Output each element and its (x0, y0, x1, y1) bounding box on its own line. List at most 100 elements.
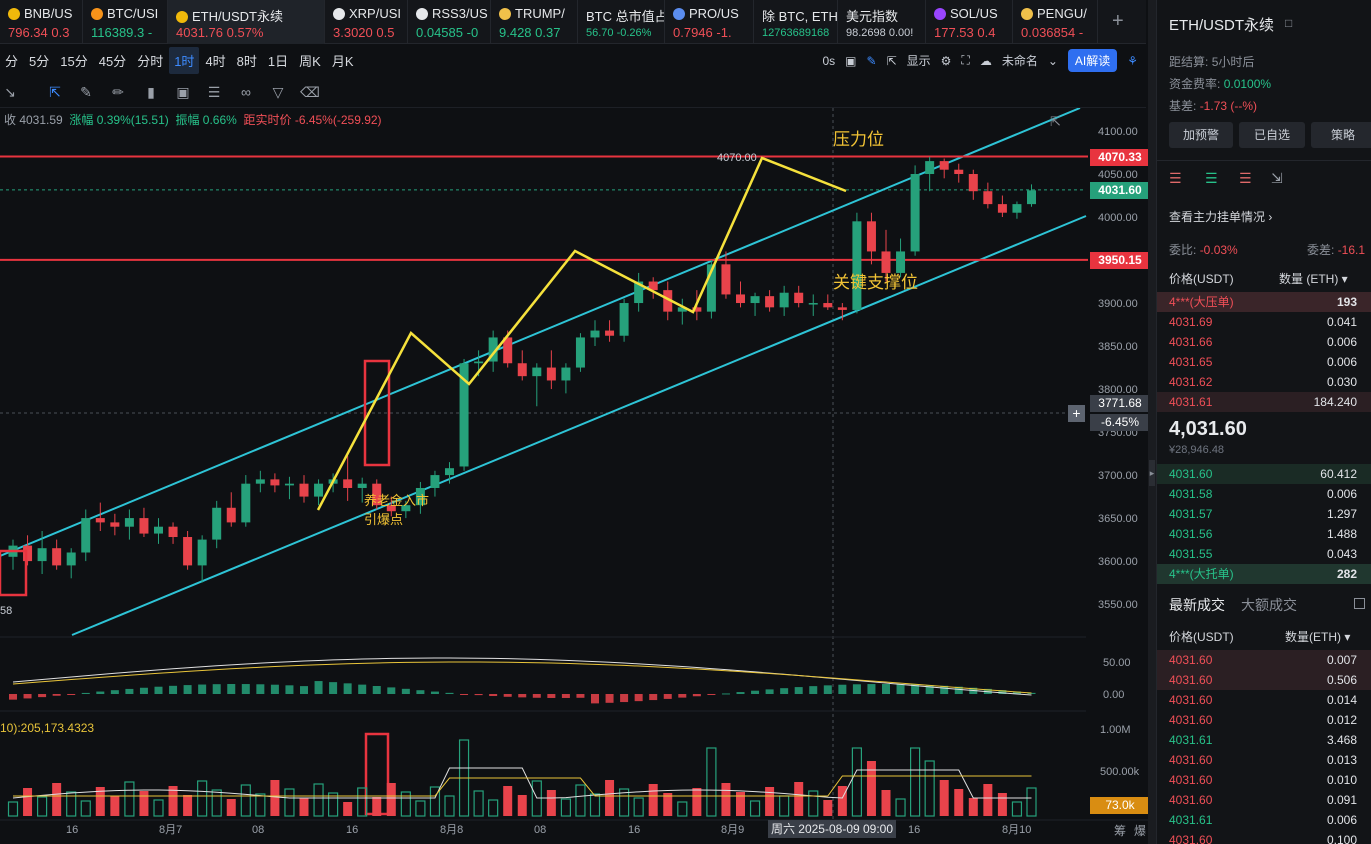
candle (939, 158, 949, 179)
collapse-icon[interactable]: ⇱ (1050, 114, 1061, 129)
ticker-tab[interactable]: SOL/US 177.53 0.4 (926, 0, 1013, 44)
ai-analysis-button[interactable]: AI解读 (1067, 49, 1118, 72)
camera-icon[interactable]: ▣ (845, 53, 857, 68)
trades-checkbox[interactable] (1354, 598, 1365, 609)
share-icon[interactable]: ⚘ (1127, 53, 1138, 68)
bid-row[interactable]: 4031.58 0.006 (1169, 487, 1357, 501)
trash-icon[interactable]: ⌫ (300, 84, 320, 100)
orderbook-bids-icon[interactable]: ☰ (1205, 170, 1218, 186)
ticker-tab[interactable]: 美元指数 98.2698 0.00! (838, 0, 926, 44)
ticker-tab[interactable]: BTC/USI 116389.3 - (83, 0, 168, 44)
pencil-icon[interactable]: ✎ (80, 84, 92, 100)
timeframe-5[interactable]: 1时 (169, 46, 200, 74)
candle (896, 238, 906, 278)
timeframe-0[interactable]: 分 (5, 53, 19, 69)
bid-row[interactable]: 4***(大托单) 282 (1157, 564, 1371, 584)
ticker-tab[interactable]: TRUMP/9.428 0.37 (491, 0, 578, 44)
chevron-down-icon[interactable]: ⌄ (1047, 53, 1058, 68)
ticker-tab[interactable]: BNB/US 796.34 0.3 (0, 0, 83, 44)
orderbook-both-icon[interactable]: ☰ (1169, 170, 1182, 186)
add-tab-button[interactable]: + (1112, 10, 1124, 32)
ask-row[interactable]: 4***(大压单) 193 (1157, 292, 1371, 312)
bezier-icon[interactable]: ∞ (241, 84, 251, 100)
ask-row[interactable]: 4031.62 0.030 (1169, 375, 1357, 389)
orderbook-asks-icon[interactable]: ☰ (1239, 170, 1252, 186)
timeframe-7[interactable]: 8时 (236, 53, 257, 69)
bid-row[interactable]: 4031.55 0.043 (1169, 547, 1357, 561)
lock-icon[interactable]: ▣ (176, 84, 190, 100)
bid-row[interactable]: 4031.60 60.412 (1157, 464, 1371, 484)
candle (110, 513, 120, 536)
bid-row[interactable]: 4031.57 1.297 (1169, 507, 1357, 521)
crosshair-price-tag: 3771.68 (1090, 395, 1150, 412)
tab-latest-trades[interactable]: 最新成交 (1169, 597, 1225, 613)
timeframe-6[interactable]: 4时 (205, 53, 226, 69)
add-alert-button[interactable]: 加预警 (1169, 122, 1233, 148)
pen-icon[interactable]: ✎ (866, 53, 877, 68)
candle (66, 548, 76, 579)
strategy-button[interactable]: 策略 (1311, 122, 1371, 148)
candle-tool-icon[interactable]: ▮ (147, 84, 155, 100)
coin-icon (416, 8, 428, 20)
chips-button[interactable]: 筹 (1114, 824, 1127, 838)
settings-gear-icon[interactable]: ⚙ (940, 53, 952, 68)
depth-link[interactable]: 查看主力挂单情况 › (1169, 210, 1273, 224)
candle (634, 272, 644, 312)
orderbook-depth-icon[interactable]: ⇲ (1271, 170, 1283, 186)
timeframe-10[interactable]: 月K (331, 53, 354, 69)
ob-col-qty[interactable]: 数量 (ETH) ▾ (1279, 272, 1348, 286)
layout-name[interactable]: 未命名 (1001, 54, 1038, 68)
fullscreen-icon[interactable]: ⛶ (961, 53, 970, 67)
ticker-tab[interactable]: XRP/USI 3.3020 0.5 (325, 0, 408, 44)
candle (23, 535, 33, 566)
display-button[interactable]: 显示 (906, 54, 931, 68)
ticker-tab[interactable]: PRO/US 0.7946 -1. (665, 0, 754, 44)
panel-splitter[interactable] (1148, 0, 1156, 844)
watchlist-button[interactable]: 已自选 (1239, 122, 1305, 148)
collapse-sidebar-icon[interactable]: ▸ (1149, 460, 1155, 486)
note-icon[interactable]: ☰ (207, 84, 221, 100)
price-chart[interactable]: 4100.004050.004000.003950.003900.003850.… (0, 108, 1156, 844)
timeframe-2[interactable]: 15分 (60, 53, 88, 69)
timeframe-4[interactable]: 分时 (137, 53, 164, 69)
ticker-tab[interactable]: RSS3/US 0.04585 -0 (408, 0, 491, 44)
magnet-icon[interactable]: ↘ (4, 84, 16, 100)
filter-icon[interactable]: ▽ (272, 84, 284, 100)
trade-col-qty[interactable]: 数量(ETH) ▾ (1285, 630, 1351, 644)
ticker-price: 177.53 0.4 (934, 25, 996, 40)
candle (255, 470, 265, 493)
candle (284, 476, 294, 500)
ticker-tab[interactable]: PENGU/0.036854 - (1013, 0, 1098, 44)
candle (532, 363, 542, 407)
ticker-tab[interactable]: ETH/USDT永续 4031.76 0.57% (168, 0, 325, 44)
liquidation-button[interactable]: 爆 (1134, 824, 1147, 838)
ticker-tab[interactable]: BTC 总市值占 56.70 -0.26% (578, 0, 665, 44)
brush-icon[interactable]: ✏ (112, 84, 124, 100)
cloud-icon[interactable]: ☁ (979, 53, 992, 68)
ticker-name: BNB/US (24, 6, 73, 21)
ticker-tab[interactable]: 除 BTC, ETH 12763689168 (754, 0, 838, 44)
bid-row[interactable]: 4031.56 1.488 (1169, 527, 1357, 541)
ticker-name: XRP/USI (349, 6, 402, 21)
ticker-price: 4031.76 0.57% (176, 25, 264, 40)
candle (561, 363, 571, 394)
timeframe-3[interactable]: 45分 (98, 53, 127, 69)
coin-icon (499, 8, 511, 20)
timeframe-9[interactable]: 周K (299, 53, 321, 69)
support-price-tag: 3950.15 (1090, 252, 1150, 269)
cursor-select-icon[interactable]: ⇱ (49, 84, 61, 100)
timeframe-list: 分 5分 15分 45分 分时 1时 4时 8时 1日 周K 月K (0, 46, 359, 74)
time-axis-label: 16 (66, 824, 78, 836)
ask-row[interactable]: 4031.65 0.006 (1169, 355, 1357, 369)
ask-row[interactable]: 4031.66 0.006 (1169, 335, 1357, 349)
corner-icon[interactable]: ⇱ (886, 53, 897, 68)
ask-row[interactable]: 4031.61 184.240 (1157, 392, 1371, 412)
timeframe-8[interactable]: 1日 (267, 53, 289, 69)
candle (415, 481, 425, 514)
timeframe-1[interactable]: 5分 (29, 53, 50, 69)
ask-row[interactable]: 4031.69 0.041 (1169, 315, 1357, 329)
tab-large-trades[interactable]: 大额成交 (1241, 597, 1297, 613)
time-axis-label: 16 (346, 824, 358, 836)
crosshair-add-icon[interactable]: + (1068, 405, 1085, 422)
window-icon[interactable]: □ (1285, 16, 1293, 30)
